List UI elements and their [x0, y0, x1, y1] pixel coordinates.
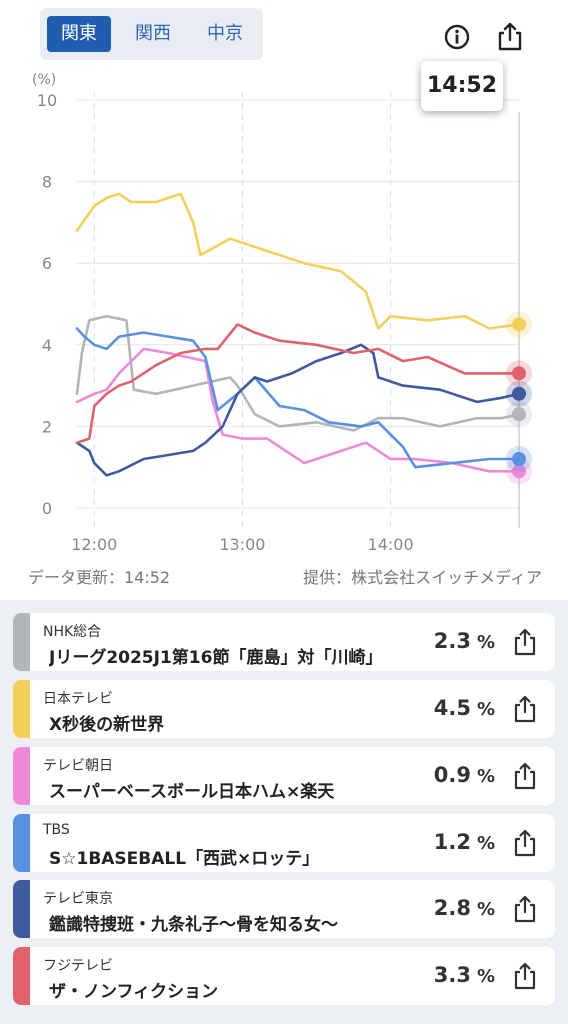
- rating-value: 0.9%: [433, 763, 495, 787]
- tab-chukyo[interactable]: 中京: [207, 23, 243, 44]
- channel-card-nhk[interactable]: NHK総合 Jリーグ2025J1第16節「鹿島」対「川崎」 2.3%: [13, 613, 555, 671]
- series-end-point: [512, 407, 526, 422]
- program-title: Jリーグ2025J1第16節「鹿島」対「川崎」: [49, 648, 383, 668]
- info-icon[interactable]: [440, 20, 474, 54]
- channel-list: NHK総合 Jリーグ2025J1第16節「鹿島」対「川崎」 2.3% 日本テレビ…: [0, 600, 568, 1024]
- y-tick-label: 10: [37, 91, 57, 110]
- series-line: [75, 323, 521, 445]
- share-icon[interactable]: [511, 894, 539, 924]
- x-tick-label: 14:00: [368, 535, 414, 554]
- series-end-point: [512, 317, 526, 332]
- y-tick-label: 4: [42, 336, 52, 355]
- channel-name: TBS: [43, 822, 70, 838]
- series-line: [75, 343, 521, 477]
- series-line: [75, 192, 521, 330]
- channel-card-tv-asahi[interactable]: テレビ朝日 スーパーベースボール日本ハム×楽天 0.9%: [13, 747, 555, 805]
- series-line: [75, 314, 521, 432]
- share-icon[interactable]: [511, 961, 539, 991]
- y-tick-label: 6: [42, 254, 52, 273]
- program-title: スーパーベースボール日本ハム×楽天: [49, 782, 335, 802]
- program-title: 鑑識特捜班・九条礼子～骨を知る女～: [49, 915, 338, 935]
- channel-card-tbs[interactable]: TBS S☆1BASEBALL「西武×ロッテ」 1.2%: [13, 814, 555, 872]
- series-end-point: [512, 386, 526, 401]
- program-title: ザ・ノンフィクション: [49, 982, 219, 1002]
- rating-value: 2.8%: [433, 896, 495, 920]
- channel-name: テレビ朝日: [43, 758, 113, 774]
- rating-line-chart[interactable]: (%) 0 2 4 6 8 10 12:00 13:00 14:00: [0, 0, 568, 560]
- channel-card-ntv[interactable]: 日本テレビ X秒後の新世界 4.5%: [13, 680, 555, 738]
- channel-name: 日本テレビ: [43, 691, 113, 707]
- channel-card-tv-tokyo[interactable]: テレビ東京 鑑識特捜班・九条礼子～骨を知る女～ 2.8%: [13, 880, 555, 938]
- rating-value: 3.3%: [433, 963, 495, 987]
- channel-name: フジテレビ: [43, 958, 113, 974]
- channel-color-bar: [13, 814, 30, 872]
- update-time: データ更新：14:52: [28, 568, 171, 587]
- series-end-point: [512, 366, 526, 381]
- y-tick-label: 2: [42, 417, 52, 436]
- rating-value: 4.5%: [433, 696, 495, 720]
- series-end-point: [512, 452, 526, 467]
- y-axis-label: (%): [32, 72, 56, 88]
- share-icon[interactable]: [511, 694, 539, 724]
- channel-color-bar: [13, 947, 30, 1005]
- region-tabs: 関東 関西 中京: [40, 8, 263, 60]
- chart-panel: 関東 関西 中京 (%) 0 2 4 6 8 10 12:00 13:00 14:00 14:52…: [0, 0, 568, 587]
- share-icon[interactable]: [511, 627, 539, 657]
- channel-name: テレビ東京: [43, 891, 113, 907]
- data-provider: 提供：株式会社スイッチメディア: [303, 568, 542, 587]
- x-tick-label: 13:00: [219, 535, 265, 554]
- rating-value: 2.3%: [433, 629, 495, 653]
- share-icon[interactable]: [493, 20, 527, 54]
- y-tick-label: 0: [42, 499, 52, 518]
- channel-name: NHK総合: [43, 624, 102, 640]
- channel-color-bar: [13, 680, 30, 738]
- program-title: X秒後の新世界: [49, 715, 165, 735]
- share-icon[interactable]: [511, 828, 539, 858]
- tab-kanto[interactable]: 関東: [47, 16, 111, 52]
- tab-kansai[interactable]: 関西: [135, 23, 171, 44]
- rating-value: 1.2%: [433, 830, 495, 854]
- channel-color-bar: [13, 613, 30, 671]
- x-tick-label: 12:00: [71, 535, 117, 554]
- time-tooltip: 14:52: [421, 61, 503, 111]
- program-title: S☆1BASEBALL「西武×ロッテ」: [49, 849, 320, 869]
- channel-card-fuji[interactable]: フジテレビ ザ・ノンフィクション 3.3%: [13, 947, 555, 1005]
- channel-color-bar: [13, 880, 30, 938]
- channel-color-bar: [13, 747, 30, 805]
- share-icon[interactable]: [511, 761, 539, 791]
- series-end-point: [512, 464, 526, 479]
- y-tick-label: 8: [42, 173, 52, 192]
